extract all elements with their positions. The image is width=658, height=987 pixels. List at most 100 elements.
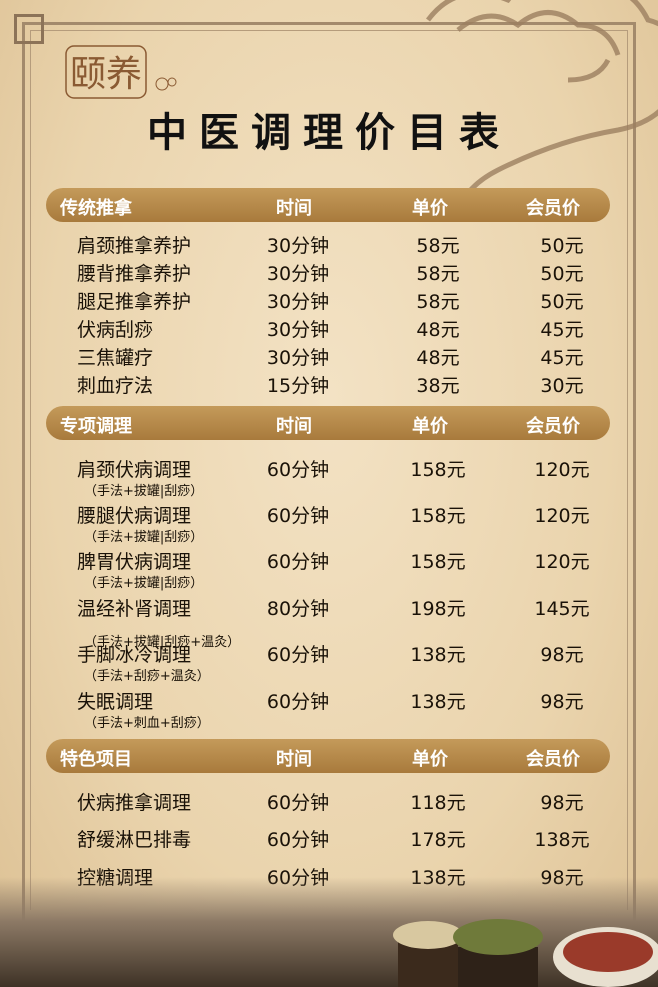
border-frame	[22, 22, 636, 922]
item-price: 48元	[416, 319, 460, 341]
logo: 颐养	[65, 45, 177, 99]
section-header: 特色项目 时间 单价 会员价	[46, 739, 610, 773]
column-price: 单价	[412, 416, 448, 437]
item-price: 158元	[410, 459, 466, 481]
column-time: 时间	[276, 416, 312, 437]
item-note: （手法+刮痧+温灸）	[84, 669, 210, 684]
price-row: 伏病刮痧 30分钟 48元 45元	[0, 315, 658, 341]
item-price: 48元	[416, 347, 460, 369]
price-row: 脾胃伏病调理 60分钟 158元 120元	[0, 547, 658, 573]
price-row: 腰腿伏病调理 60分钟 158元 120元	[0, 501, 658, 527]
item-price: 58元	[416, 291, 460, 313]
item-name: 伏病推拿调理	[77, 792, 192, 814]
item-note: （手法+刺血+刮痧）	[84, 716, 210, 731]
price-row: 失眠调理 60分钟 138元 98元	[0, 687, 658, 713]
price-row: 腰背推拿养护 30分钟 58元 50元	[0, 259, 658, 285]
item-member-price: 98元	[540, 644, 584, 666]
item-price: 38元	[416, 375, 460, 397]
item-price: 58元	[416, 235, 460, 257]
herbs-image	[393, 919, 658, 987]
item-member-price: 145元	[534, 598, 590, 620]
item-member-price: 120元	[534, 551, 590, 573]
item-time: 60分钟	[266, 505, 330, 527]
item-member-price: 120元	[534, 459, 590, 481]
item-member-price: 120元	[534, 505, 590, 527]
item-member-price: 45元	[540, 319, 584, 341]
item-name: 伏病刮痧	[77, 319, 154, 341]
item-time: 15分钟	[266, 375, 330, 397]
price-row: 伏病推拿调理 60分钟 118元 98元	[0, 788, 658, 814]
inner-border	[30, 30, 628, 910]
item-name: 失眠调理	[77, 691, 154, 713]
section-title: 特色项目	[60, 749, 132, 770]
item-member-price: 30元	[540, 375, 584, 397]
item-name: 手脚冰冷调理	[77, 644, 192, 666]
item-time: 60分钟	[266, 829, 330, 851]
item-price: 178元	[410, 829, 466, 851]
price-row: 舒缓淋巴排毒 60分钟 178元 138元	[0, 825, 658, 851]
cloud-ornament-icon	[426, 0, 658, 190]
column-member-price: 会员价	[526, 749, 580, 770]
price-row: 肩颈伏病调理 60分钟 158元 120元	[0, 455, 658, 481]
item-member-price: 98元	[540, 792, 584, 814]
item-member-price: 50元	[540, 291, 584, 313]
price-row: 手脚冰冷调理 60分钟 138元 98元	[0, 640, 658, 666]
price-row: 温经补肾调理 80分钟 198元 145元	[0, 594, 658, 620]
column-time: 时间	[276, 749, 312, 770]
item-time: 60分钟	[266, 792, 330, 814]
section-header: 专项调理 时间 单价 会员价	[46, 406, 610, 440]
section-header: 传统推拿 时间 单价 会员价	[46, 188, 610, 222]
item-note: （手法+拔罐|刮痧+温灸）	[84, 635, 241, 650]
item-member-price: 50元	[540, 263, 584, 285]
item-price: 58元	[416, 263, 460, 285]
column-price: 单价	[412, 198, 448, 219]
item-price: 198元	[410, 598, 466, 620]
corner-ornament	[14, 14, 44, 44]
item-name: 肩颈伏病调理	[77, 459, 192, 481]
item-name: 腿足推拿养护	[77, 291, 192, 313]
item-time: 60分钟	[266, 551, 330, 573]
price-row: 腿足推拿养护 30分钟 58元 50元	[0, 287, 658, 313]
item-price: 118元	[410, 792, 466, 814]
column-member-price: 会员价	[526, 198, 580, 219]
item-member-price: 50元	[540, 235, 584, 257]
item-time: 30分钟	[266, 319, 330, 341]
item-time: 30分钟	[266, 263, 330, 285]
item-time: 60分钟	[266, 644, 330, 666]
item-name: 温经补肾调理	[77, 598, 192, 620]
item-time: 30分钟	[266, 347, 330, 369]
column-time: 时间	[276, 198, 312, 219]
item-price: 138元	[410, 644, 466, 666]
item-price: 158元	[410, 505, 466, 527]
item-time: 30分钟	[266, 235, 330, 257]
price-row: 刺血疗法 15分钟 38元 30元	[0, 371, 658, 397]
item-note: （手法+拔罐|刮痧）	[84, 576, 204, 591]
column-member-price: 会员价	[526, 416, 580, 437]
item-member-price: 45元	[540, 347, 584, 369]
item-time: 60分钟	[266, 691, 330, 713]
section-title: 传统推拿	[60, 198, 132, 219]
item-price: 138元	[410, 691, 466, 713]
item-time: 80分钟	[266, 598, 330, 620]
page-title: 中医调理价目表	[147, 109, 511, 156]
item-note: （手法+拔罐|刮痧）	[84, 530, 204, 545]
item-time: 30分钟	[266, 291, 330, 313]
price-row: 肩颈推拿养护 30分钟 58元 50元	[0, 231, 658, 257]
item-note: （手法+拔罐|刮痧）	[84, 484, 204, 499]
column-price: 单价	[412, 749, 448, 770]
item-time: 60分钟	[266, 459, 330, 481]
item-name: 腰腿伏病调理	[77, 505, 192, 527]
item-name: 刺血疗法	[77, 375, 154, 397]
item-name: 三焦罐疗	[77, 347, 154, 369]
item-name: 脾胃伏病调理	[77, 551, 192, 573]
item-name: 腰背推拿养护	[77, 263, 192, 285]
item-price: 158元	[410, 551, 466, 573]
item-member-price: 138元	[534, 829, 590, 851]
mountain-landscape	[0, 877, 658, 987]
svg-text:颐养: 颐养	[70, 54, 142, 95]
item-member-price: 98元	[540, 691, 584, 713]
item-name: 舒缓淋巴排毒	[77, 829, 192, 851]
item-name: 肩颈推拿养护	[77, 235, 192, 257]
section-title: 专项调理	[60, 416, 132, 437]
